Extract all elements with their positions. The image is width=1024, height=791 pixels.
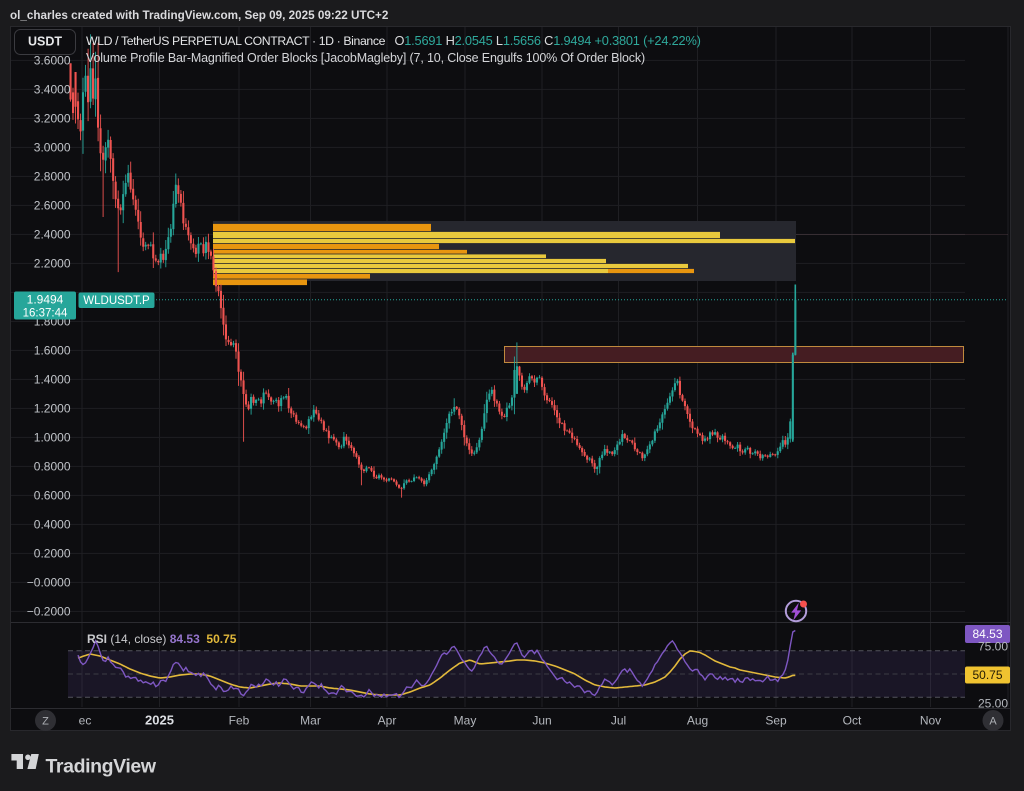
svg-text:A: A (989, 716, 997, 728)
svg-text:2.4000: 2.4000 (34, 228, 71, 242)
svg-text:Oct: Oct (843, 714, 862, 728)
svg-text:RSI (14, close) 84.53 50.75: RSI (14, close) 84.53 50.75 (87, 632, 237, 646)
svg-text:USDT: USDT (28, 35, 62, 49)
svg-text:2.6000: 2.6000 (34, 199, 71, 213)
svg-text:50.75: 50.75 (972, 668, 1002, 682)
svg-text:1.0000: 1.0000 (34, 431, 71, 445)
svg-text:3.6000: 3.6000 (34, 54, 71, 68)
svg-text:1.6000: 1.6000 (34, 344, 71, 358)
svg-text:1.4000: 1.4000 (34, 373, 71, 387)
svg-text:3.0000: 3.0000 (34, 141, 71, 155)
svg-text:25.00: 25.00 (978, 697, 1008, 711)
svg-text:2025: 2025 (145, 713, 174, 728)
svg-text:84.53: 84.53 (972, 627, 1002, 641)
svg-text:ol_charles created with Tradin: ol_charles created with TradingView.com,… (10, 9, 389, 22)
svg-text:WLDUSDT.P: WLDUSDT.P (83, 295, 150, 307)
svg-text:ec: ec (79, 714, 92, 728)
svg-text:Feb: Feb (229, 714, 250, 728)
svg-text:May: May (454, 714, 477, 728)
svg-text:TradingView: TradingView (46, 756, 157, 778)
svg-text:−0.0000: −0.0000 (27, 576, 71, 590)
svg-text:Z: Z (42, 716, 49, 728)
svg-text:Nov: Nov (920, 714, 941, 728)
svg-text:0.4000: 0.4000 (34, 518, 71, 532)
svg-text:16:37:44: 16:37:44 (23, 308, 68, 320)
svg-text:0.6000: 0.6000 (34, 489, 71, 503)
svg-text:Volume Profile Bar-Magnified O: Volume Profile Bar-Magnified Order Block… (86, 51, 645, 65)
svg-text:75.00: 75.00 (978, 640, 1008, 654)
svg-text:Mar: Mar (300, 714, 321, 728)
svg-text:0.2000: 0.2000 (34, 547, 71, 561)
svg-text:Jun: Jun (532, 714, 551, 728)
svg-text:Sep: Sep (765, 714, 787, 728)
svg-text:Apr: Apr (378, 714, 397, 728)
svg-text:1.9494: 1.9494 (27, 293, 64, 307)
svg-text:0.8000: 0.8000 (34, 460, 71, 474)
svg-text:−0.2000: −0.2000 (27, 605, 71, 619)
svg-text:O1.5691 H2.0545 L1.5656 C1.949: O1.5691 H2.0545 L1.5656 C1.9494 +0.3801 … (395, 33, 701, 48)
svg-text:Aug: Aug (687, 714, 708, 728)
svg-text:Jul: Jul (611, 714, 626, 728)
svg-text:3.4000: 3.4000 (34, 83, 71, 97)
svg-text:2.8000: 2.8000 (34, 170, 71, 184)
svg-text:2.2000: 2.2000 (34, 257, 71, 271)
svg-text:3.2000: 3.2000 (34, 112, 71, 126)
svg-text:1.2000: 1.2000 (34, 402, 71, 416)
svg-text:WLD / TetherUS PERPETUAL CONTR: WLD / TetherUS PERPETUAL CONTRACT · 1D ·… (86, 34, 386, 48)
